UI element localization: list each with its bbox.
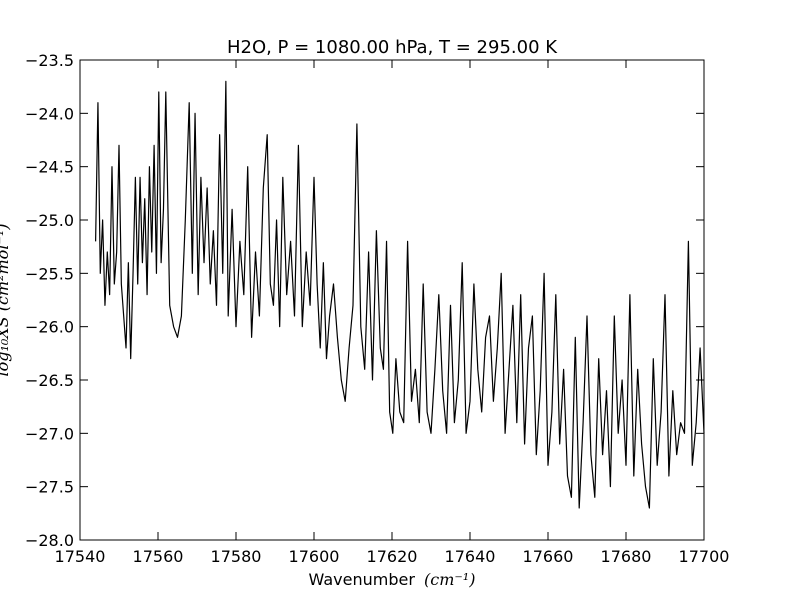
y-axis-title: log₁₀XS (cm²mol⁻¹)	[0, 223, 12, 376]
y-tick-label: −27.0	[25, 424, 74, 443]
y-tick-label: −26.0	[25, 318, 74, 337]
x-tick-label: 17640	[445, 547, 496, 566]
series-line-h2o	[95, 80, 705, 509]
y-tick-label: −23.5	[25, 51, 74, 70]
y-axis: −23.5 −24.0 −24.5 −25.0 −25.5 −26.0 −26.5 −27.0…	[25, 51, 704, 550]
x-axis-title: Wavenumber (cm⁻¹)	[309, 570, 476, 589]
chart-title: H2O, P = 1080.00 hPa, T = 295.00 K	[227, 37, 558, 58]
x-tick-label: 17560	[133, 547, 184, 566]
y-tick-label: −27.5	[25, 478, 74, 497]
x-tick-label: 17600	[289, 547, 340, 566]
x-axis: 17540 17560 17580 17600 17620 17640 17660 17680…	[55, 60, 730, 566]
y-tick-label: −25.0	[25, 211, 74, 230]
x-tick-label: 17660	[523, 547, 574, 566]
x-tick-label: 17540	[55, 547, 106, 566]
x-axis-title-unit: (cm⁻¹)	[424, 570, 475, 589]
y-tick-label: −24.0	[25, 104, 74, 123]
x-tick-label: 17680	[601, 547, 652, 566]
plot-background	[80, 60, 704, 540]
x-axis-title-text: Wavenumber	[309, 570, 416, 589]
y-tick-label: −28.0	[25, 531, 74, 550]
y-tick-label: −24.5	[25, 158, 74, 177]
x-tick-label: 17620	[367, 547, 418, 566]
x-tick-label: 17580	[211, 547, 262, 566]
x-tick-label: 17700	[679, 547, 730, 566]
y-tick-label: −26.5	[25, 371, 74, 390]
y-tick-label: −25.5	[25, 264, 74, 283]
plot-area	[79, 59, 705, 541]
